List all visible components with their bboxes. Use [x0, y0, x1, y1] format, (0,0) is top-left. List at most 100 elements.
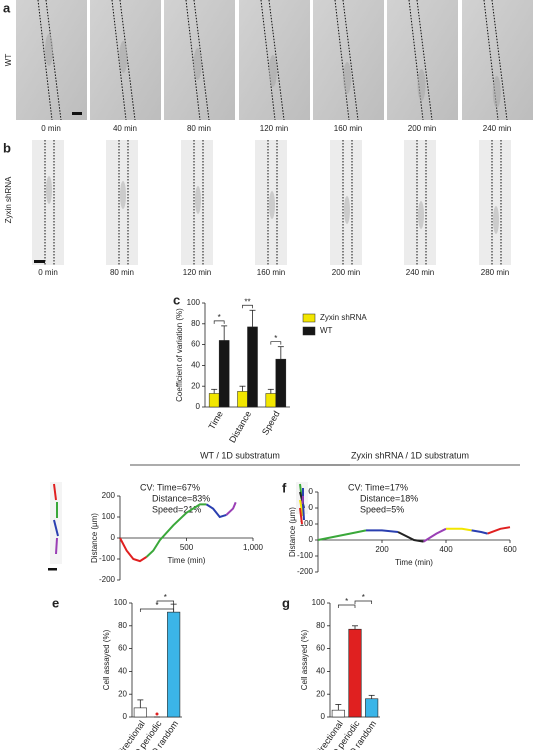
track-guide	[483, 0, 499, 121]
significance: *	[218, 313, 221, 322]
row-label: WT	[4, 54, 13, 67]
panel-label: e	[52, 595, 59, 610]
y-tick-label: 20	[118, 689, 127, 698]
significance-bracket	[139, 608, 175, 612]
y-tick-label: 0	[123, 712, 128, 721]
track-guide	[408, 0, 424, 121]
y-tick-label: 0	[196, 402, 201, 411]
panel-header: WT / 1D substratum	[200, 450, 280, 460]
time-label: 160 min	[257, 268, 285, 277]
significance-bracket	[156, 600, 175, 604]
trajectory	[205, 503, 227, 519]
x-tick-label: Speed	[260, 409, 282, 437]
y-tick-label: 20	[316, 689, 325, 698]
x-axis-label: Time (min)	[168, 556, 206, 565]
cell	[493, 206, 499, 234]
time-label: 80 min	[110, 268, 134, 277]
track-guide	[268, 0, 285, 121]
track-guide	[37, 0, 53, 121]
y-tick-label: -100	[99, 554, 116, 563]
trajectory	[317, 529, 367, 541]
bar	[237, 391, 248, 408]
time-label: 240 min	[483, 124, 511, 133]
trajectory	[423, 527, 447, 543]
y-tick-label: 40	[191, 361, 200, 370]
y-axis-label: Cell assayed (%)	[300, 629, 309, 690]
panel-label: a	[3, 0, 11, 15]
significance: *	[155, 601, 158, 610]
thumbnail-track	[299, 507, 303, 525]
time-label: 0 min	[41, 124, 61, 133]
bar	[208, 393, 220, 408]
bar	[275, 358, 287, 408]
x-tick-label: Time	[206, 409, 224, 431]
trajectory	[119, 537, 148, 563]
track-guide	[491, 0, 508, 121]
legend-swatch	[302, 313, 316, 323]
time-label: 280 min	[481, 268, 509, 277]
x-tick-label: Distance	[227, 409, 253, 444]
cell	[119, 41, 128, 73]
track-guide	[193, 0, 210, 121]
time-label: 120 min	[183, 268, 211, 277]
y-tick-label: 40	[316, 667, 325, 676]
annotation: Distance=18%	[360, 493, 418, 503]
y-tick-label: -200	[297, 567, 314, 576]
significance: *	[362, 593, 365, 602]
time-label: 120 min	[260, 124, 288, 133]
significance: *	[345, 597, 348, 606]
thumbnail-track	[53, 519, 59, 537]
time-label: 200 min	[332, 268, 360, 277]
bar	[133, 707, 147, 718]
cell	[492, 76, 501, 108]
trajectory	[487, 526, 511, 535]
significance: **	[244, 297, 250, 306]
y-tick-label: 80	[316, 621, 325, 630]
y-tick-label: 40	[118, 667, 127, 676]
bar	[365, 698, 379, 718]
track-guide	[185, 0, 201, 121]
scale-bar	[72, 112, 82, 115]
micrograph	[479, 140, 511, 265]
significance: *	[164, 593, 167, 602]
y-tick-label: 80	[118, 621, 127, 630]
y-tick-label: 60	[316, 644, 325, 653]
cell	[45, 34, 53, 66]
panel-label: f	[282, 480, 287, 495]
track-guide	[45, 0, 62, 121]
cell	[417, 69, 426, 101]
annotation: Distance=83%	[152, 493, 210, 503]
track-guide	[111, 0, 127, 121]
cell	[120, 181, 126, 209]
y-tick-label: -100	[297, 551, 314, 560]
bar	[331, 709, 345, 718]
time-label: 0 min	[38, 268, 58, 277]
time-label: 240 min	[406, 268, 434, 277]
scale-bar	[48, 568, 57, 571]
thumbnail-track	[302, 503, 305, 521]
thumbnail-track	[299, 499, 304, 517]
y-tick-label: 0	[111, 533, 116, 542]
time-label: 160 min	[334, 124, 362, 133]
annotation: CV: Time=67%	[140, 482, 200, 492]
y-axis-label: Distance (µm)	[90, 513, 99, 563]
x-tick-label: 200	[375, 545, 389, 554]
time-label: 200 min	[408, 124, 436, 133]
cell	[195, 186, 201, 214]
y-tick-label: 100	[312, 598, 326, 607]
annotation: Speed=21%	[152, 504, 201, 514]
significance-bracket	[270, 341, 282, 345]
thumbnail-track	[55, 537, 58, 555]
x-tick-label: 1,000	[243, 543, 264, 552]
row-label: Zyxin shRNA	[4, 176, 13, 223]
cell	[193, 48, 202, 80]
y-axis-label: Distance (µm)	[288, 507, 297, 557]
cell	[268, 55, 277, 87]
y-axis-label: Cell assayed (%)	[102, 629, 111, 690]
significance-bracket	[213, 320, 225, 324]
x-tick-label: 600	[503, 545, 517, 554]
panel-label: g	[282, 595, 290, 610]
annotation: CV: Time=17%	[348, 482, 408, 492]
y-tick-label: 60	[118, 644, 127, 653]
track-guide	[119, 0, 136, 121]
